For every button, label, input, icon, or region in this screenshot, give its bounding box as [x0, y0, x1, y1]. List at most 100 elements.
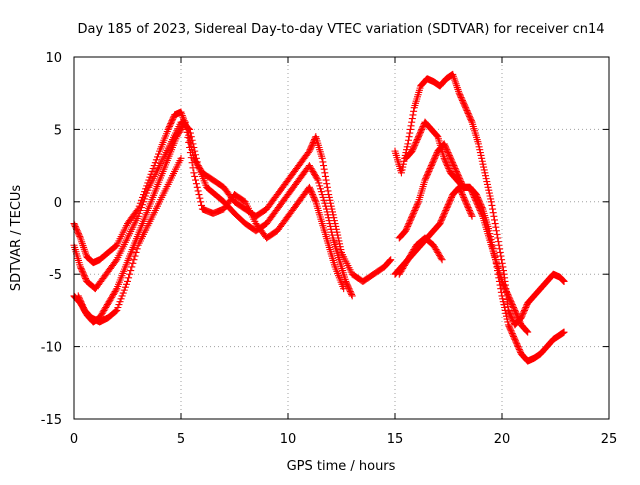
data-point	[446, 196, 454, 204]
data-point	[152, 156, 160, 164]
data-point	[511, 308, 519, 316]
data-point	[462, 198, 470, 206]
data-point	[442, 157, 450, 165]
data-point	[473, 199, 481, 207]
data-point	[326, 222, 334, 230]
data-point	[307, 188, 315, 196]
data-point	[109, 290, 117, 298]
data-point	[322, 176, 330, 184]
data-point	[309, 191, 317, 199]
data-point	[510, 304, 518, 312]
data-point	[430, 156, 438, 164]
data-point	[108, 293, 116, 301]
data-point	[320, 162, 328, 170]
chart-title: Day 185 of 2023, Sidereal Day-to-day VTE…	[77, 22, 604, 37]
data-point	[515, 317, 523, 325]
data-point	[104, 299, 112, 307]
data-point	[489, 205, 497, 213]
data-point	[456, 186, 464, 194]
data-point	[309, 167, 317, 175]
data-point	[311, 196, 319, 204]
data-point	[321, 172, 329, 180]
data-point	[462, 199, 470, 207]
data-point	[436, 220, 444, 228]
data-point	[461, 196, 469, 204]
data-point	[458, 95, 466, 103]
data-point	[107, 295, 115, 303]
data-point	[318, 154, 326, 162]
data-point	[307, 143, 315, 151]
data-point	[474, 202, 482, 210]
data-point	[178, 111, 186, 119]
data-point	[413, 137, 421, 145]
data-point	[342, 277, 350, 285]
data-point	[409, 247, 417, 255]
data-point	[482, 172, 490, 180]
x-tick-label: 0	[70, 432, 78, 447]
data-point	[468, 188, 476, 196]
data-point	[430, 241, 438, 249]
data-point	[117, 295, 125, 303]
data-point	[319, 193, 327, 201]
data-point	[511, 337, 519, 345]
data-point	[167, 120, 175, 128]
data-point	[560, 328, 568, 336]
data-point	[511, 306, 519, 314]
data-point	[197, 198, 205, 206]
data-point	[77, 299, 85, 307]
data-point	[503, 315, 511, 323]
data-point	[410, 208, 418, 216]
data-point	[323, 205, 331, 213]
data-point	[497, 252, 505, 260]
data-point	[438, 215, 446, 223]
data-point	[413, 202, 421, 210]
data-point	[452, 167, 460, 175]
data-point	[143, 189, 151, 197]
data-point	[495, 241, 503, 249]
data-points	[70, 70, 568, 365]
data-point	[403, 224, 411, 232]
data-point	[317, 188, 325, 196]
series-track-7	[395, 140, 532, 336]
data-point	[406, 253, 414, 261]
data-point	[186, 129, 194, 137]
data-point	[472, 198, 480, 206]
data-point	[308, 141, 316, 149]
data-point	[494, 234, 502, 242]
data-point	[193, 158, 201, 166]
data-point	[437, 217, 445, 225]
data-point	[408, 248, 416, 256]
data-point	[472, 196, 480, 204]
data-point	[398, 166, 406, 174]
data-point	[443, 147, 451, 155]
data-point	[478, 154, 486, 162]
data-point	[140, 198, 148, 206]
data-point	[459, 192, 467, 200]
data-point	[510, 332, 518, 340]
data-point	[447, 195, 455, 203]
data-point	[520, 306, 528, 314]
data-point	[134, 212, 142, 220]
data-point	[498, 292, 506, 300]
data-point	[474, 140, 482, 148]
data-point	[399, 160, 407, 168]
y-tick-label: -5	[49, 268, 62, 283]
data-point	[112, 307, 120, 315]
data-point	[306, 185, 314, 193]
data-point	[326, 220, 334, 228]
data-point	[76, 295, 84, 303]
y-tick-label: -10	[41, 341, 62, 356]
data-point	[464, 109, 472, 117]
data-point	[433, 131, 441, 139]
data-point	[505, 293, 513, 301]
data-point	[505, 308, 513, 316]
data-point	[431, 154, 439, 162]
data-point	[186, 149, 194, 157]
data-point	[103, 302, 111, 310]
data-point	[500, 301, 508, 309]
data-point	[311, 170, 319, 178]
data-point	[144, 186, 152, 194]
data-point	[458, 96, 466, 104]
data-point	[410, 107, 418, 115]
data-point	[79, 269, 87, 277]
